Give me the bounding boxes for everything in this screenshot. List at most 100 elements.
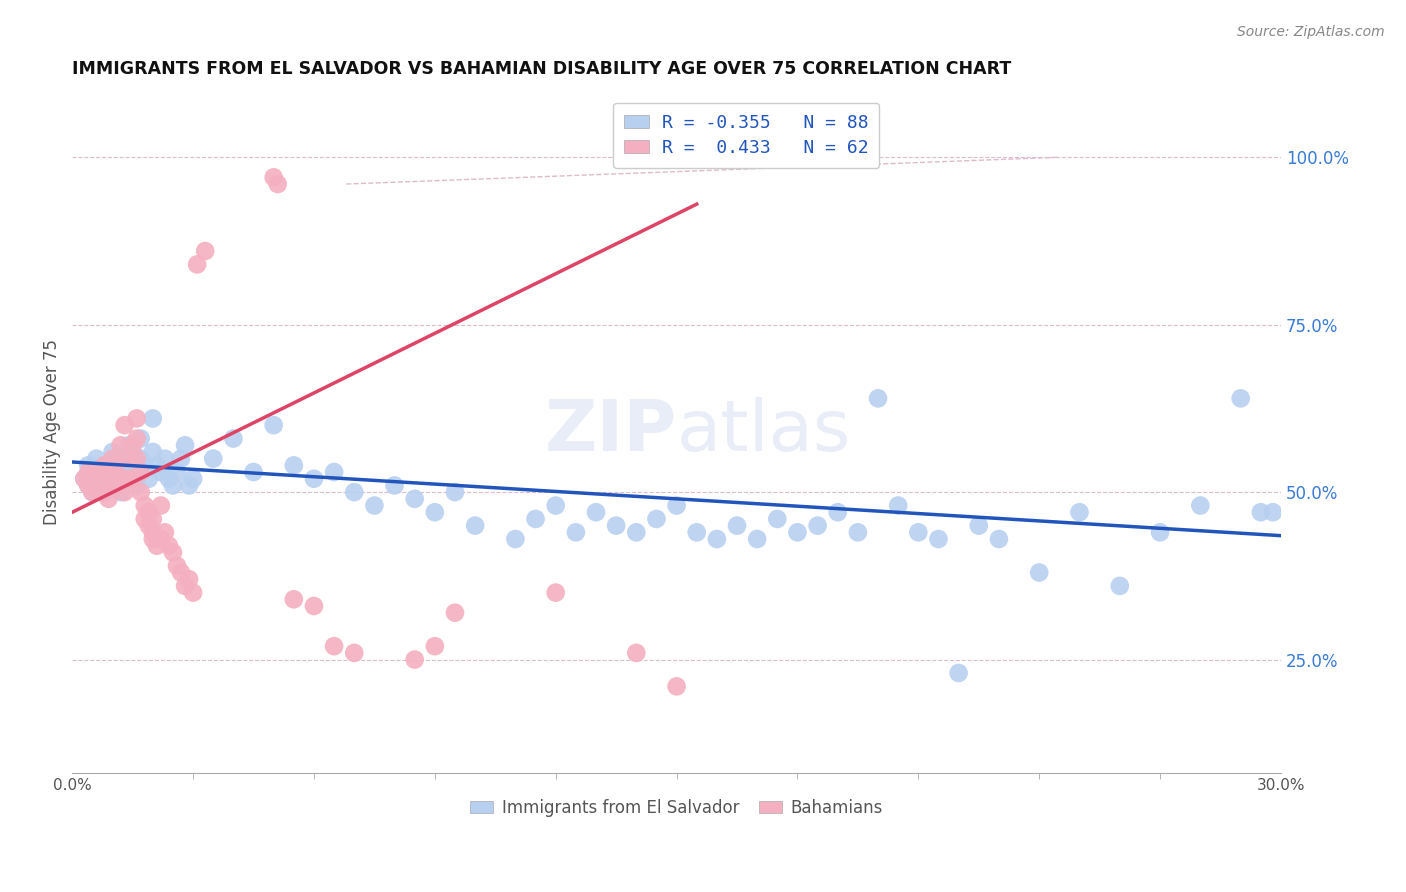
Point <box>267 177 290 191</box>
Point <box>948 665 970 680</box>
Point <box>101 465 124 479</box>
Point <box>77 465 100 479</box>
Point <box>125 465 148 479</box>
Point <box>125 451 148 466</box>
Point <box>73 472 96 486</box>
Point <box>77 458 100 473</box>
Point <box>105 478 128 492</box>
Point <box>77 478 100 492</box>
Point <box>114 485 136 500</box>
Point <box>585 505 607 519</box>
Point <box>89 465 111 479</box>
Point <box>110 472 132 486</box>
Point <box>86 478 108 492</box>
Point <box>101 451 124 466</box>
Point <box>263 418 285 433</box>
Point <box>302 472 325 486</box>
Point <box>807 518 830 533</box>
Point <box>786 525 808 540</box>
Point <box>170 566 193 580</box>
Point <box>404 652 426 666</box>
Point <box>967 518 990 533</box>
Point <box>157 539 180 553</box>
Point <box>93 458 115 473</box>
Text: Source: ZipAtlas.com: Source: ZipAtlas.com <box>1237 25 1385 39</box>
Point <box>129 465 152 479</box>
Point <box>97 472 120 486</box>
Point <box>146 539 169 553</box>
Point <box>194 244 217 258</box>
Point <box>121 472 143 486</box>
Point <box>142 445 165 459</box>
Point <box>166 465 188 479</box>
Point <box>166 558 188 573</box>
Point <box>105 458 128 473</box>
Point <box>97 478 120 492</box>
Point <box>138 472 160 486</box>
Point <box>93 458 115 473</box>
Point <box>170 451 193 466</box>
Point <box>86 451 108 466</box>
Point <box>384 478 406 492</box>
Point <box>846 525 869 540</box>
Point <box>747 532 769 546</box>
Point <box>605 518 627 533</box>
Point <box>907 525 929 540</box>
Point <box>142 512 165 526</box>
Point <box>665 499 688 513</box>
Point <box>129 451 152 466</box>
Point <box>149 465 172 479</box>
Point <box>645 512 668 526</box>
Point <box>153 451 176 466</box>
Point <box>404 491 426 506</box>
Point <box>82 485 104 500</box>
Point <box>827 505 849 519</box>
Point <box>665 679 688 693</box>
Point <box>766 512 789 526</box>
Point <box>82 472 104 486</box>
Point <box>626 525 648 540</box>
Point <box>89 478 111 492</box>
Y-axis label: Disability Age Over 75: Disability Age Over 75 <box>44 339 60 524</box>
Point <box>177 478 200 492</box>
Point <box>444 606 467 620</box>
Text: ZIP: ZIP <box>544 397 676 467</box>
Point <box>343 646 366 660</box>
Point <box>174 579 197 593</box>
Point <box>82 485 104 500</box>
Point <box>283 458 305 473</box>
Point <box>117 438 139 452</box>
Point <box>1069 505 1091 519</box>
Point <box>97 472 120 486</box>
Point <box>149 532 172 546</box>
Point <box>186 257 208 271</box>
Point <box>544 585 567 599</box>
Point <box>283 592 305 607</box>
Point <box>129 485 152 500</box>
Point <box>565 525 588 540</box>
Point <box>101 465 124 479</box>
Point <box>222 432 245 446</box>
Point <box>129 432 152 446</box>
Point <box>162 545 184 559</box>
Point <box>505 532 527 546</box>
Point <box>153 525 176 540</box>
Point <box>149 499 172 513</box>
Point <box>706 532 728 546</box>
Point <box>868 392 890 406</box>
Point <box>110 438 132 452</box>
Point <box>1189 499 1212 513</box>
Point <box>1229 392 1251 406</box>
Point <box>105 451 128 466</box>
Point <box>1250 505 1272 519</box>
Point <box>138 505 160 519</box>
Point <box>1261 505 1284 519</box>
Point <box>121 445 143 459</box>
Point <box>138 518 160 533</box>
Point <box>544 499 567 513</box>
Point <box>125 432 148 446</box>
Point <box>142 525 165 540</box>
Text: IMMIGRANTS FROM EL SALVADOR VS BAHAMIAN DISABILITY AGE OVER 75 CORRELATION CHART: IMMIGRANTS FROM EL SALVADOR VS BAHAMIAN … <box>72 60 1011 78</box>
Point <box>97 491 120 506</box>
Point <box>117 451 139 466</box>
